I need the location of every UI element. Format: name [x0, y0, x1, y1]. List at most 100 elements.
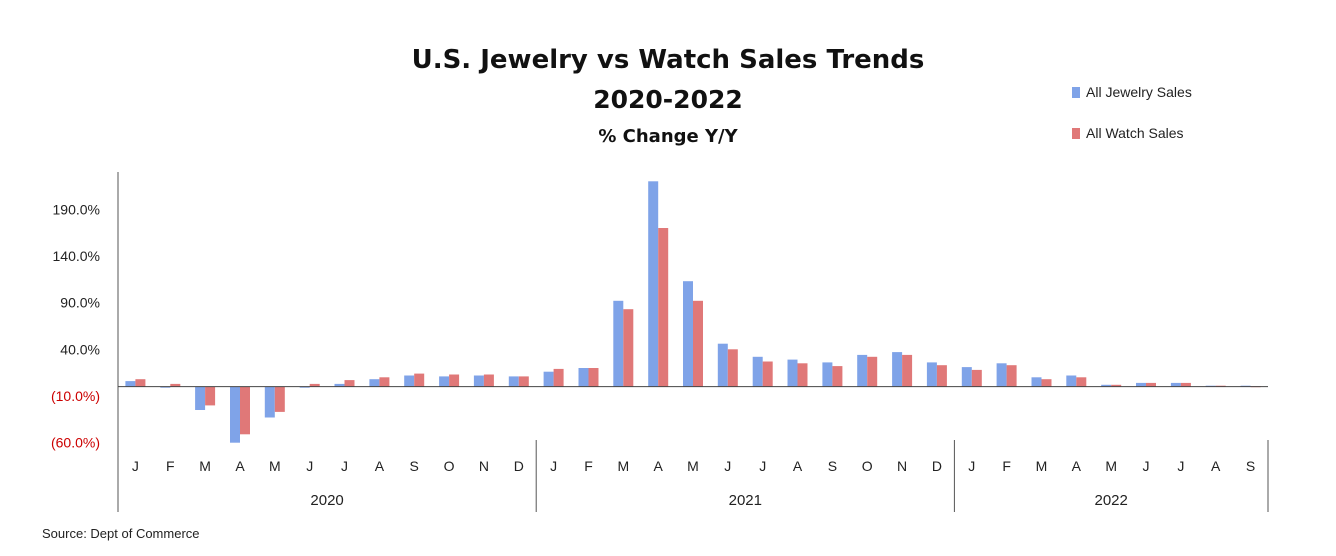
- chart-subtitle: 2020-2022: [593, 85, 743, 114]
- x-tick-label: A: [1072, 458, 1082, 474]
- bar-watch: [170, 383, 181, 387]
- bar-watch: [762, 361, 773, 387]
- y-tick-label: (60.0%): [51, 435, 100, 451]
- bar-jewelry: [369, 379, 380, 387]
- x-tick-label: S: [410, 458, 419, 474]
- x-tick-label: J: [306, 458, 313, 474]
- bar-jewelry: [578, 368, 589, 387]
- bar-jewelry: [508, 376, 519, 387]
- y-tick-label: 140.0%: [53, 248, 100, 264]
- bar-watch: [623, 309, 634, 387]
- x-tick-label: N: [479, 458, 489, 474]
- x-tick-label: A: [1211, 458, 1221, 474]
- bar-watch: [797, 363, 808, 387]
- legend-label-watch: All Watch Sales: [1086, 125, 1184, 141]
- bar-watch: [309, 383, 320, 387]
- y-tick-label: 40.0%: [60, 341, 100, 357]
- bar-jewelry: [717, 343, 728, 387]
- bar-jewelry: [613, 300, 624, 387]
- bar-watch: [971, 369, 982, 387]
- bar-jewelry: [961, 367, 972, 387]
- bar-watch: [936, 365, 947, 387]
- bar-jewelry: [996, 363, 1007, 387]
- x-tick-label: J: [550, 458, 557, 474]
- x-tick-label: M: [1105, 458, 1117, 474]
- bar-watch: [867, 356, 878, 387]
- bar-watch: [727, 349, 738, 387]
- bar-watch: [344, 380, 355, 387]
- x-tick-label: M: [617, 458, 629, 474]
- x-tick-label: A: [654, 458, 664, 474]
- bar-jewelry: [822, 362, 833, 387]
- bar-jewelry: [334, 383, 345, 387]
- bar-jewelry: [1136, 382, 1146, 387]
- bar-watch: [274, 386, 285, 412]
- bar-watch: [1180, 382, 1191, 387]
- y-tick-label: 190.0%: [53, 201, 100, 217]
- x-tick-label: F: [166, 458, 175, 474]
- x-tick-label: J: [1143, 458, 1150, 474]
- x-tick-label: A: [793, 458, 803, 474]
- bar-watch: [902, 354, 913, 387]
- legend: All Jewelry Sales All Watch Sales: [1072, 84, 1192, 141]
- bar-jewelry: [683, 281, 693, 387]
- bar-watch: [379, 377, 390, 387]
- bar-jewelry: [299, 386, 310, 388]
- bar-jewelry: [1170, 382, 1181, 387]
- bar-watch: [832, 366, 843, 387]
- y-tick-label: 90.0%: [60, 295, 100, 311]
- legend-swatch-jewelry: [1072, 87, 1080, 98]
- x-tick-label: N: [897, 458, 907, 474]
- bar-watch: [205, 386, 216, 406]
- bar-watch: [658, 228, 669, 387]
- bar-jewelry: [404, 375, 415, 387]
- x-axis: J F M A M J J A S O N D J F M A M J J A S O N D J F M A M J J A S 2020 202…: [118, 386, 1269, 512]
- chart-title: U.S. Jewelry vs Watch Sales Trends: [412, 45, 925, 75]
- bar-jewelry: [648, 181, 659, 387]
- x-tick-label: M: [269, 458, 281, 474]
- bar-watch: [449, 374, 460, 387]
- bar-watch: [1146, 382, 1156, 387]
- y-axis: 190.0% 140.0% 90.0% 40.0% (10.0%) (60.0%): [51, 172, 119, 512]
- x-tick-label: A: [235, 458, 245, 474]
- x-tick-label: D: [932, 458, 942, 474]
- bar-watch: [483, 374, 494, 387]
- bar-watch: [518, 376, 529, 387]
- bar-jewelry: [160, 386, 171, 388]
- bar-jewelry: [264, 386, 275, 418]
- x-tick-label: S: [828, 458, 837, 474]
- year-label: 2020: [310, 492, 343, 509]
- x-tick-label: J: [341, 458, 348, 474]
- x-tick-label: J: [724, 458, 731, 474]
- legend-swatch-watch: [1072, 128, 1080, 139]
- bar-watch: [693, 300, 703, 387]
- bar-watch: [414, 373, 425, 387]
- bar-jewelry: [1066, 375, 1077, 387]
- bars: [125, 181, 1261, 443]
- x-tick-label: O: [862, 458, 873, 474]
- bar-watch: [1041, 379, 1052, 387]
- legend-label-jewelry: All Jewelry Sales: [1086, 84, 1192, 100]
- source-note: Source: Dept of Commerce: [42, 526, 200, 541]
- bar-jewelry: [230, 386, 240, 443]
- bar-watch: [1111, 384, 1122, 387]
- year-label: 2022: [1095, 492, 1128, 509]
- x-tick-label: A: [375, 458, 385, 474]
- bar-jewelry: [125, 381, 136, 387]
- bar-jewelry: [892, 352, 903, 387]
- x-tick-label: J: [132, 458, 139, 474]
- bar-watch: [588, 368, 599, 387]
- x-tick-label: M: [687, 458, 699, 474]
- x-tick-label: F: [584, 458, 593, 474]
- x-tick-label: M: [1036, 458, 1048, 474]
- x-tick-label: S: [1246, 458, 1255, 474]
- x-tick-label: F: [1002, 458, 1011, 474]
- x-tick-label: D: [514, 458, 524, 474]
- bar-jewelry: [752, 356, 763, 387]
- bar-watch: [1076, 377, 1087, 387]
- bar-jewelry: [926, 362, 937, 387]
- bar-jewelry: [857, 354, 868, 387]
- bar-jewelry: [543, 371, 554, 387]
- x-tick-label: J: [968, 458, 975, 474]
- x-tick-label: M: [199, 458, 211, 474]
